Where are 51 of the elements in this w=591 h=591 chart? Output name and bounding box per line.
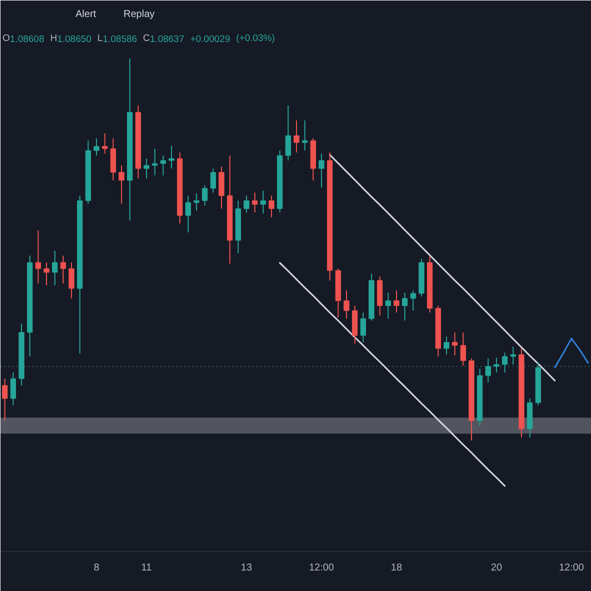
- candlestick: [360, 312, 366, 343]
- candlestick: [285, 104, 291, 161]
- candlestick: [485, 358, 491, 383]
- x-tick-label: 18: [390, 562, 402, 574]
- candlestick: [410, 290, 416, 312]
- candlestick: [510, 346, 516, 365]
- candlestick: [2, 378, 8, 422]
- candlestick: [444, 336, 450, 356]
- candlestick: [35, 230, 41, 284]
- candlestick: [252, 192, 258, 213]
- candlestick: [502, 352, 508, 374]
- text: Alert: [76, 9, 96, 20]
- candlestick: [302, 120, 308, 152]
- candlestick: [494, 357, 500, 374]
- x-tick-label: 12:00: [558, 562, 584, 574]
- candlestick: [194, 192, 200, 212]
- candlestick: [344, 290, 350, 320]
- candlestick: [94, 138, 100, 156]
- candlestick: [402, 292, 408, 322]
- candlestick: [394, 290, 400, 314]
- x-tick-label: 13: [240, 562, 252, 574]
- candlestick: [144, 158, 150, 179]
- candlestick: [460, 332, 466, 366]
- candlestick: [218, 166, 224, 210]
- candlestick: [102, 132, 108, 154]
- candlestick: [202, 184, 208, 206]
- candlestick: [318, 153, 324, 188]
- candlestick: [68, 262, 74, 299]
- text: O1.08608 H1.08650 L1.08586 C1.08637 +0.00029 (+0.03%): [2, 33, 275, 45]
- candlestick: [118, 164, 124, 204]
- candlestick: [260, 190, 266, 214]
- x-tick-label: 11: [141, 562, 152, 574]
- candlestick: [52, 250, 58, 286]
- x-tick-label: 8: [94, 562, 100, 574]
- candlestick: [185, 195, 191, 233]
- candlestick: [160, 155, 166, 176]
- candlestick: [168, 145, 174, 170]
- candlestick: [110, 138, 116, 181]
- x-tick-label: 20: [490, 562, 502, 574]
- candlestick: [44, 262, 50, 286]
- candlestick: [294, 120, 300, 153]
- text: Replay: [124, 9, 155, 20]
- candlestick: [268, 195, 274, 218]
- candlestick: [452, 332, 458, 356]
- candlestick: [244, 195, 250, 213]
- candlestick: [10, 372, 16, 406]
- x-tick-label: 12:00: [308, 562, 334, 574]
- candlestick: [385, 292, 391, 320]
- candlestick: [152, 148, 158, 176]
- candlestick: [60, 255, 66, 284]
- candlestick: [210, 168, 216, 194]
